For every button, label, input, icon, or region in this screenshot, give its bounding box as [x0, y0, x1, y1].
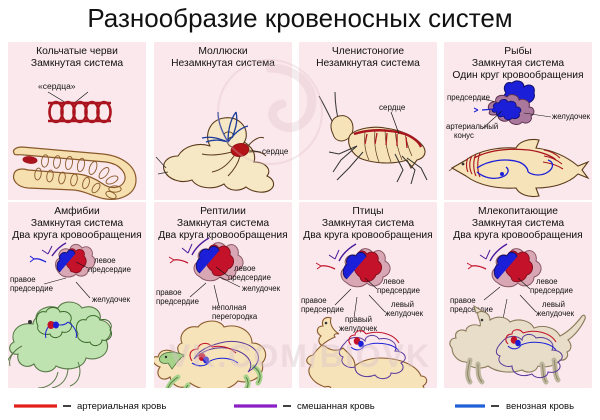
svg-text:левое: левое [383, 277, 405, 286]
svg-text:венозная кровь: венозная кровь [506, 401, 574, 412]
svg-text:правое: правое [450, 296, 476, 305]
svg-text:предсердие: предсердие [447, 93, 490, 102]
svg-text:правое: правое [10, 275, 36, 284]
svg-text:артериальная кровь: артериальная кровь [77, 401, 166, 412]
svg-text:предсердие: предсердие [228, 273, 271, 282]
svg-text:левое: левое [536, 277, 558, 286]
svg-text:правое: правое [156, 288, 182, 297]
svg-text:предсердие: предсердие [530, 286, 573, 295]
svg-text:желудочек: желудочек [552, 112, 591, 121]
svg-text:конус: конус [454, 131, 474, 140]
svg-text:правое: правое [301, 296, 327, 305]
svg-text:правый: правый [345, 315, 372, 324]
svg-text:предсердие: предсердие [156, 297, 199, 306]
svg-text:предсердие: предсердие [10, 284, 53, 293]
svg-text:желудочек: желудочек [536, 309, 575, 318]
svg-text:левый: левый [542, 300, 565, 309]
svg-text:сердце: сердце [379, 103, 406, 112]
svg-text:сердце: сердце [262, 147, 289, 156]
svg-text:левый: левый [391, 300, 414, 309]
svg-text:желудочек: желудочек [339, 324, 378, 333]
svg-text:перегородка: перегородка [212, 312, 258, 321]
svg-text:левое: левое [234, 264, 256, 273]
svg-text:предсердие: предсердие [377, 286, 420, 295]
svg-text:неполная: неполная [212, 303, 246, 312]
svg-text:предсердие: предсердие [301, 305, 344, 314]
svg-text:желудочек: желудочек [92, 295, 131, 304]
svg-text:предсердие: предсердие [88, 265, 131, 274]
svg-text:левое: левое [94, 256, 116, 265]
svg-text:желудочек: желудочек [385, 309, 424, 318]
svg-text:«сердца»: «сердца» [38, 81, 76, 91]
svg-text:смешанная кровь: смешанная кровь [297, 401, 375, 412]
svg-text:желудочек: желудочек [242, 284, 281, 293]
svg-text:артериальный: артериальный [446, 122, 498, 131]
